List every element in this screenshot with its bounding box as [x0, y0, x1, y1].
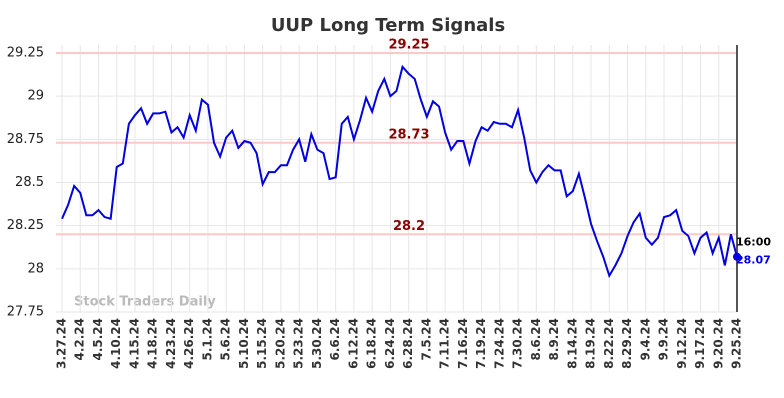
y-tick-label: 28.5	[15, 175, 44, 190]
price-line	[61, 64, 738, 279]
x-tick-label: 9.12.24	[675, 318, 689, 369]
y-tick-label: 27.75	[7, 305, 44, 320]
x-tick-label: 7.5.24	[419, 318, 433, 361]
x-tick-label: 7.16.24	[456, 318, 470, 369]
x-tick-label: 4.26.24	[182, 318, 196, 369]
level-label: 29.25	[388, 38, 429, 53]
x-tick-label: 9.17.24	[693, 318, 707, 369]
x-tick-label: 6.24.24	[383, 318, 397, 369]
x-tick-label: 9.4.24	[638, 318, 652, 361]
x-tick-label: 3.27.24	[55, 318, 69, 369]
y-tick-label: 28.25	[7, 218, 44, 233]
x-tick-label: 7.30.24	[511, 318, 525, 369]
last-point	[733, 252, 741, 261]
x-tick-label: 4.2.24	[73, 318, 87, 361]
x-tick-label: 9.20.24	[711, 318, 725, 369]
x-tick-label: 7.19.24	[474, 318, 488, 369]
x-tick-label: 4.23.24	[164, 318, 178, 369]
x-tick-label: 8.22.24	[602, 318, 616, 369]
level-label: 28.2	[393, 219, 425, 234]
x-tick-label: 8.29.24	[620, 318, 634, 369]
x-tick-label: 5.20.24	[273, 318, 287, 369]
x-tick-label: 4.15.24	[127, 318, 141, 369]
x-tick-label: 5.23.24	[292, 318, 306, 369]
x-tick-label: 5.30.24	[310, 318, 324, 369]
x-tick-label: 8.19.24	[584, 318, 598, 369]
x-tick-label: 8.9.24	[547, 318, 561, 361]
x-tick-label: 5.15.24	[255, 318, 269, 369]
x-tick-label: 9.25.24	[730, 318, 744, 369]
y-tick-label: 29	[27, 89, 44, 104]
y-tick-label: 29.25	[7, 46, 44, 61]
y-tick-label: 28.75	[7, 132, 44, 147]
x-tick-label: 7.11.24	[438, 318, 452, 369]
x-tick-label: 4.18.24	[146, 318, 160, 369]
x-tick-label: 4.5.24	[91, 318, 105, 361]
x-tick-label: 6.12.24	[346, 318, 360, 369]
last-value: 28.07	[736, 254, 771, 267]
x-tick-label: 5.10.24	[237, 318, 251, 369]
level-label: 28.73	[388, 127, 429, 142]
watermark: Stock Traders Daily	[74, 295, 216, 310]
x-tick-label: 5.1.24	[200, 318, 214, 361]
x-tick-label: 9.9.24	[657, 318, 671, 361]
x-tick-label: 6.6.24	[328, 318, 342, 361]
last-time: 16:00	[736, 236, 771, 249]
x-tick-label: 6.28.24	[401, 318, 415, 369]
x-tick-label: 5.6.24	[219, 318, 233, 361]
x-tick-label: 7.24.24	[492, 318, 506, 369]
x-tick-label: 8.6.24	[529, 318, 543, 361]
x-tick-label: 6.18.24	[365, 318, 379, 369]
x-tick-label: 4.10.24	[109, 318, 123, 369]
chart-title: UUP Long Term Signals	[271, 15, 505, 36]
y-tick-label: 28	[27, 261, 44, 276]
x-tick-label: 8.14.24	[565, 318, 579, 369]
